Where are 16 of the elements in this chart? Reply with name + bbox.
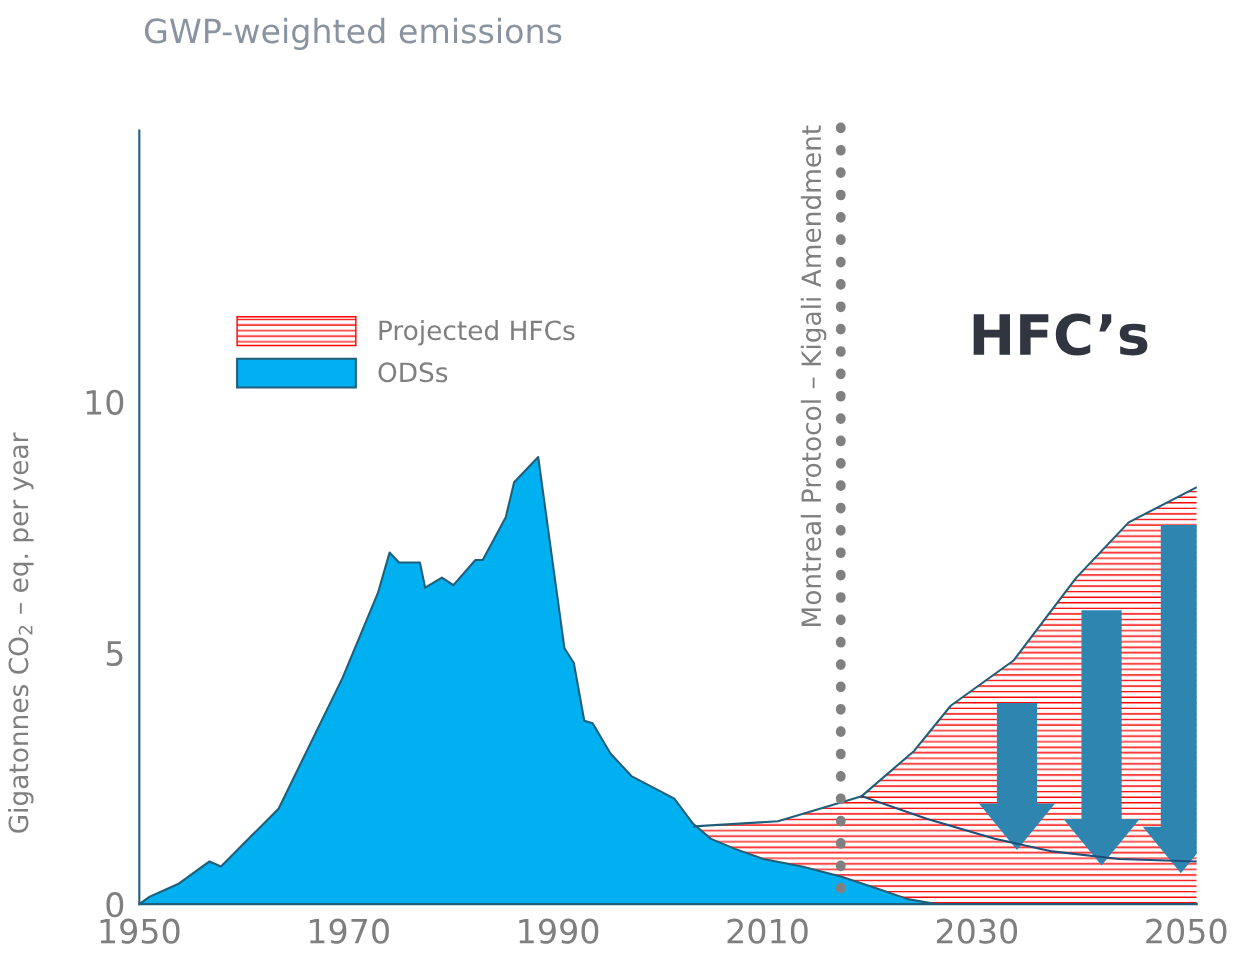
y-axis-title: Gigatonnes CO$_{2}$ – eq. per year	[7, 432, 34, 833]
x-tick-label: 2010	[727, 918, 808, 944]
legend-label: Projected HFCs	[379, 319, 575, 346]
y-tick-label: 10	[86, 389, 124, 415]
y-tick-label: 5	[106, 641, 123, 667]
x-tick-label: 1990	[519, 918, 599, 944]
x-tick-label: 2030	[936, 918, 1018, 944]
x-tick-label: 1970	[309, 918, 389, 944]
line-series	[860, 795, 1197, 863]
ref-line-label: Montreal Protocol – Kigali Amendment	[800, 125, 827, 626]
x-tick-label: 1950	[100, 918, 180, 944]
annotation: HFC’s	[973, 313, 1148, 356]
chart-title: GWP-weighted emissions	[144, 17, 562, 50]
legend-label: ODSs	[378, 362, 448, 383]
x-tick-label: 2050	[1146, 918, 1227, 944]
y-tick-label: 0	[106, 892, 124, 918]
